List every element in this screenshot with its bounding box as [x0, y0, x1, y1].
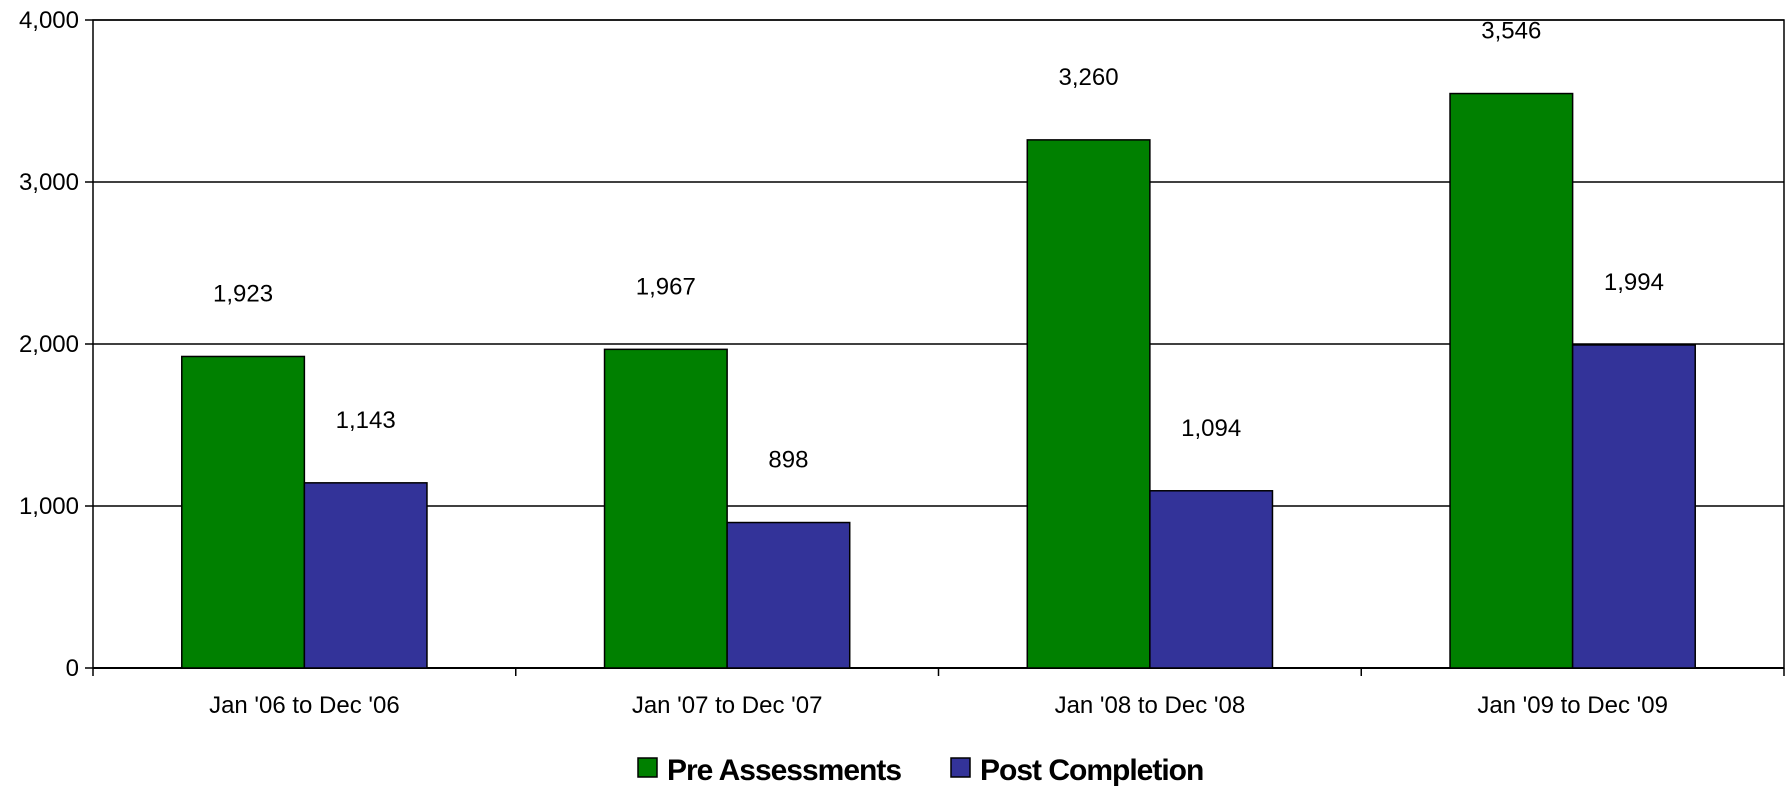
bar-post-completion [1149, 490, 1274, 669]
legend-swatch-pre-assessments [637, 757, 658, 778]
legend-label-pre-assessments: Pre Assessments [667, 754, 901, 787]
data-label: 1,143 [336, 407, 396, 434]
y-tick-label: 0 [66, 655, 79, 682]
x-tick-label: Jan '08 to Dec '08 [1055, 692, 1246, 719]
bar-pre-assessments [181, 355, 306, 669]
legend-label-post-completion: Post Completion [980, 754, 1203, 787]
y-tick-label: 3,000 [19, 169, 79, 196]
bar-post-completion [303, 482, 428, 669]
y-tick-label: 4,000 [19, 7, 79, 34]
legend: Pre Assessments Post Completion [637, 754, 1204, 787]
data-label: 898 [768, 447, 808, 474]
data-label: 1,994 [1604, 269, 1664, 296]
legend-swatch-post-completion [950, 757, 971, 778]
y-tick-label: 1,000 [19, 493, 79, 520]
y-tick-label: 2,000 [19, 331, 79, 358]
x-tick-label: Jan '09 to Dec '09 [1477, 692, 1668, 719]
bar-post-completion [1571, 344, 1696, 669]
data-label: 3,546 [1481, 18, 1541, 45]
data-label: 1,923 [213, 280, 273, 307]
data-label: 3,260 [1059, 64, 1119, 91]
data-label: 1,967 [636, 273, 696, 300]
bar-pre-assessments [1449, 92, 1574, 669]
bar-pre-assessments [1026, 139, 1151, 669]
x-tick-label: Jan '06 to Dec '06 [209, 692, 400, 719]
bar-post-completion [726, 521, 851, 669]
data-label: 1,094 [1181, 415, 1241, 442]
x-tick-label: Jan '07 to Dec '07 [632, 692, 823, 719]
bar-pre-assessments [603, 348, 728, 669]
